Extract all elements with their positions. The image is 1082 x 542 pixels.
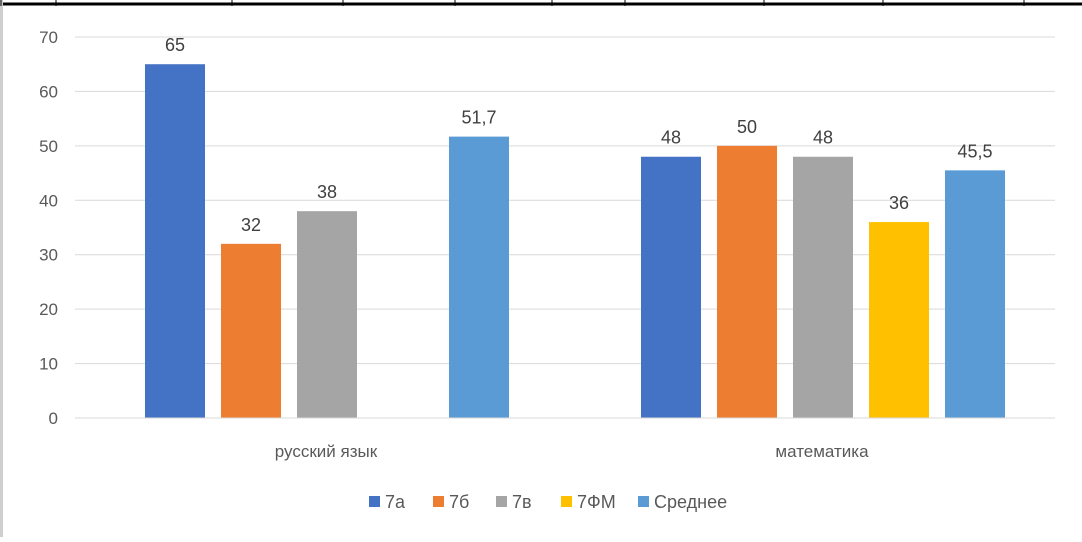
- x-axis: русский язык математика: [75, 417, 1055, 461]
- bar-7б-0: [221, 243, 281, 418]
- bar-7б-1: [717, 145, 777, 418]
- category-label: русский язык: [275, 442, 378, 461]
- legend-label: 7ФМ: [577, 492, 616, 512]
- data-label: 48: [813, 128, 833, 148]
- bar-Среднее-0: [449, 136, 509, 418]
- y-axis: 0 10 20 30 40 50 60 70: [39, 28, 58, 428]
- legend-swatch: [561, 496, 572, 507]
- legend-label: Среднее: [654, 492, 727, 512]
- data-label: 38: [317, 182, 337, 202]
- legend-swatch: [638, 496, 649, 507]
- data-label: 45,5: [957, 141, 992, 161]
- bar-7в-0: [297, 211, 357, 418]
- bars: [145, 64, 1005, 418]
- data-labels: 65 48 32 50 38 48 36 51,7 45,5: [165, 35, 993, 235]
- y-tick-label: 30: [39, 246, 58, 265]
- legend-label: 7б: [449, 492, 469, 512]
- bar-7в-1: [793, 156, 853, 418]
- data-label: 36: [889, 193, 909, 213]
- legend-swatch: [496, 496, 507, 507]
- legend-swatch: [369, 496, 380, 507]
- y-tick-label: 0: [49, 409, 58, 428]
- y-tick-label: 20: [39, 300, 58, 319]
- legend-label: 7в: [512, 492, 532, 512]
- y-tick-label: 10: [39, 355, 58, 374]
- bar-Среднее-1: [945, 170, 1005, 418]
- y-tick-label: 60: [39, 82, 58, 101]
- data-label: 51,7: [461, 108, 496, 128]
- bar-7а-0: [145, 64, 205, 418]
- bar-7ФМ-1: [869, 222, 929, 418]
- bar-7а-1: [641, 156, 701, 418]
- legend-swatch: [433, 496, 444, 507]
- y-tick-label: 40: [39, 191, 58, 210]
- data-label: 50: [737, 117, 757, 137]
- legend: 7а 7б 7в 7ФМ Среднее: [369, 492, 727, 512]
- data-label: 32: [241, 215, 261, 235]
- legend-label: 7а: [385, 492, 406, 512]
- y-tick-label: 50: [39, 137, 58, 156]
- data-label: 48: [661, 128, 681, 148]
- y-tick-label: 70: [39, 28, 58, 47]
- data-label: 65: [165, 35, 185, 55]
- category-label: математика: [775, 442, 869, 461]
